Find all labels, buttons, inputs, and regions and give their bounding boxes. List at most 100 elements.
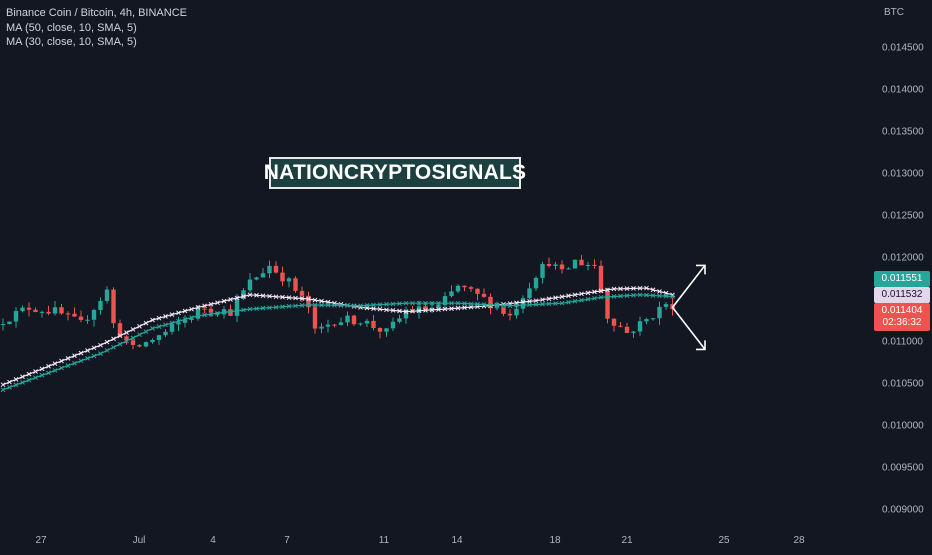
ma-50-marker (241, 294, 246, 299)
ma-30-marker (449, 300, 454, 306)
candle-body (494, 307, 500, 309)
ma-50-marker (644, 285, 649, 291)
ma-30-marker (176, 318, 181, 324)
ma-50-marker (65, 356, 71, 361)
ma-50-marker (163, 314, 168, 319)
ma-50-marker (442, 306, 448, 312)
ma-50-marker (85, 348, 90, 353)
ma-30-marker (111, 344, 116, 350)
ma-30-marker (273, 304, 279, 310)
ma-30-marker (130, 335, 136, 341)
candle-body (449, 291, 454, 297)
ma-30-marker (488, 302, 493, 308)
projection-up-arrowhead (696, 264, 706, 275)
ma-30-marker (52, 368, 58, 373)
y-tick-label: 0.009000 (882, 505, 924, 516)
ma-50-marker (390, 308, 396, 313)
candle-body (0, 324, 6, 326)
ma-30-marker (215, 310, 220, 316)
ma-50-marker (371, 306, 376, 311)
ma-30-marker (559, 300, 565, 306)
ma-50-marker (273, 294, 279, 300)
candle-body (436, 304, 441, 308)
ma-30-marker (195, 313, 201, 319)
ma-30-marker (117, 341, 123, 347)
ma-30-marker (78, 358, 84, 364)
candle-body (559, 264, 565, 270)
candle-body (241, 290, 246, 299)
ma-30-marker (637, 292, 643, 298)
y-tick-label: 0.012500 (882, 211, 924, 222)
ma-30-marker (286, 303, 292, 309)
candle-body (520, 298, 526, 309)
candle-body (20, 307, 25, 312)
candle-body (540, 264, 545, 278)
ma-50-marker (150, 317, 155, 323)
indicator-ma-30-label[interactable]: MA (30, close, 10, SMA, 5) (6, 36, 137, 48)
candle-body (117, 323, 123, 337)
ma-30-marker (20, 380, 25, 385)
candle-body (137, 344, 142, 347)
ma-30-marker (390, 301, 396, 307)
ma-50-marker (429, 307, 435, 313)
ma-50-marker (546, 296, 552, 302)
ma-30-marker (364, 303, 370, 308)
y-tick-label: 0.009500 (882, 463, 924, 474)
ma-30-marker (91, 353, 97, 359)
ma-50-marker (637, 285, 643, 291)
x-tick-label: 7 (284, 535, 290, 546)
candle-body (442, 296, 448, 305)
ma-30-marker (338, 303, 344, 308)
ma-50-marker (260, 293, 266, 299)
ma-50-marker (631, 286, 636, 291)
ma-50-marker (585, 290, 591, 296)
candle-body (267, 265, 272, 274)
candle-body (208, 308, 214, 313)
ma-30-marker (332, 302, 337, 308)
candle-body (377, 328, 383, 332)
candle-body (182, 319, 188, 323)
ma-50-marker (423, 307, 428, 313)
candle-body (358, 323, 363, 325)
candle-body (111, 289, 116, 324)
ma-30-marker (481, 302, 487, 307)
symbol-title[interactable]: Binance Coin / Bitcoin, 4h, BINANCE (6, 7, 187, 19)
ma-50-marker (72, 353, 77, 359)
ma-30-marker (85, 356, 90, 361)
candle-body (585, 264, 591, 266)
ma-50-marker (39, 366, 45, 372)
candle-body (455, 285, 461, 292)
chart-legend: Binance Coin / Bitcoin, 4h, BINANCE MA (… (6, 6, 187, 50)
candle-body (104, 289, 110, 301)
ma-30-marker (358, 303, 363, 309)
ma-50-marker (156, 315, 162, 321)
ma-30-marker (7, 384, 12, 390)
ma-50-marker (449, 306, 454, 311)
candle-body (371, 320, 376, 329)
x-tick-label: 11 (379, 535, 390, 546)
x-tick-label: 28 (793, 535, 805, 546)
ma-50-marker (247, 292, 253, 298)
ma-50-marker (137, 323, 142, 329)
y-tick-label: 0.014500 (882, 43, 924, 54)
candle-body (527, 288, 532, 299)
candle-body (553, 264, 558, 266)
ma-30-marker (228, 309, 233, 314)
ma-50-marker (91, 345, 97, 351)
ma-30-marker (553, 301, 558, 306)
candle-body (566, 268, 571, 270)
ma-30-marker (325, 302, 331, 308)
indicator-ma-50-label[interactable]: MA (50, close, 10, SMA, 5) (6, 21, 137, 34)
ma-30-marker (540, 301, 545, 307)
ma-50-marker (7, 379, 12, 385)
candle-body (124, 336, 129, 341)
ma-30-marker (410, 300, 415, 306)
candle-body (657, 306, 662, 319)
candle-body (52, 307, 58, 314)
ma-50-marker (215, 300, 220, 306)
ma-50-marker (540, 297, 545, 303)
candle-body (501, 307, 506, 314)
candle-body (611, 318, 617, 326)
